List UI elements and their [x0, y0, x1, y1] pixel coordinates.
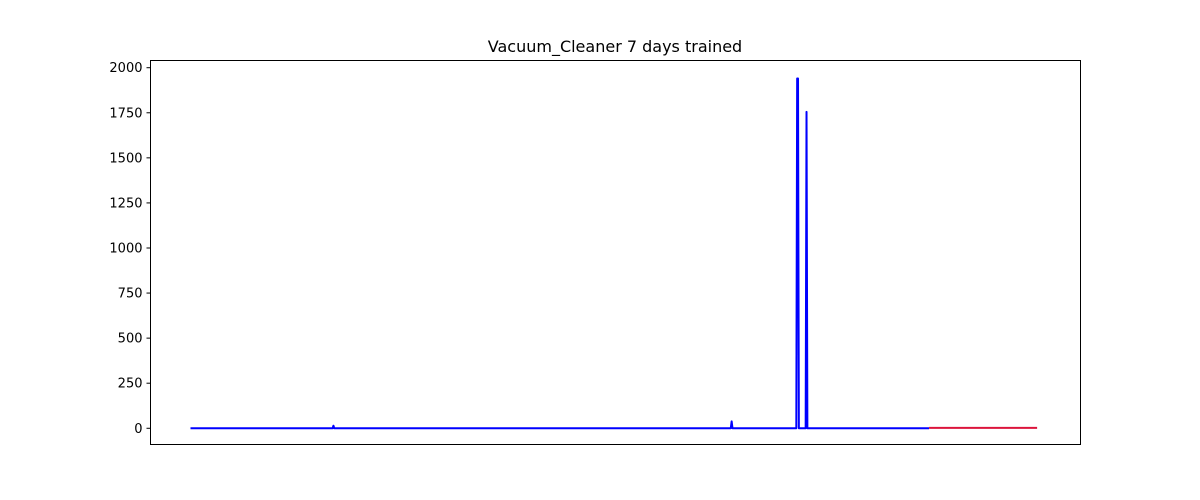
y-tick-label: 1000 — [109, 241, 142, 256]
plot-area-frame — [150, 60, 1081, 445]
y-tick-label: 1250 — [109, 196, 142, 211]
series-layer — [190, 77, 1038, 430]
y-tick-label: 250 — [118, 377, 143, 392]
y-tick-label: 2000 — [109, 61, 142, 76]
series-line-0 — [190, 77, 930, 430]
y-tick-label: 0 — [134, 422, 142, 437]
y-tick-label: 500 — [118, 332, 143, 347]
chart-title: Vacuum_Cleaner 7 days trained — [488, 37, 742, 57]
y-tick-label: 750 — [118, 287, 143, 302]
y-axis-ticks: 0 250 500 750 1000 1250 1500 1750 2000 — [109, 61, 151, 437]
y-tick-label: 1750 — [109, 106, 142, 121]
y-tick-label: 1500 — [109, 151, 142, 166]
